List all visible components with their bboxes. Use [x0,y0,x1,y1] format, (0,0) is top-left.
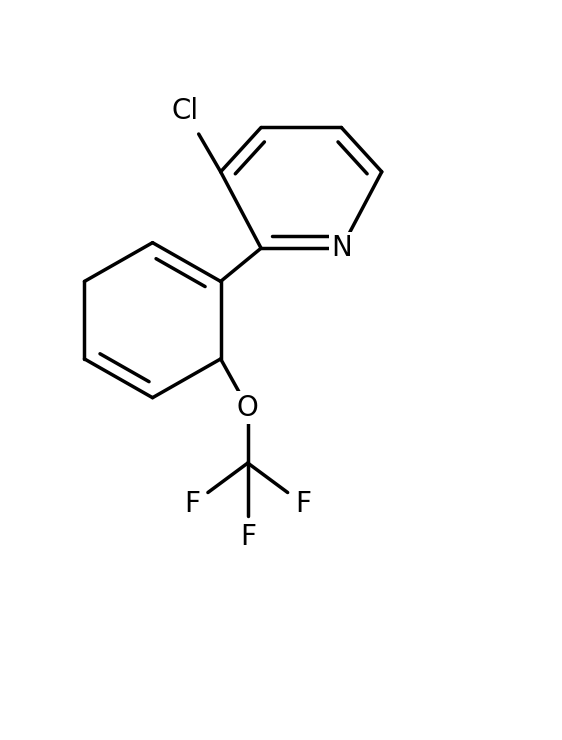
Text: O: O [237,394,259,422]
Text: F: F [184,490,201,518]
Text: F: F [240,523,256,551]
Text: N: N [331,234,352,262]
Text: F: F [295,490,311,518]
Text: Cl: Cl [171,97,199,125]
